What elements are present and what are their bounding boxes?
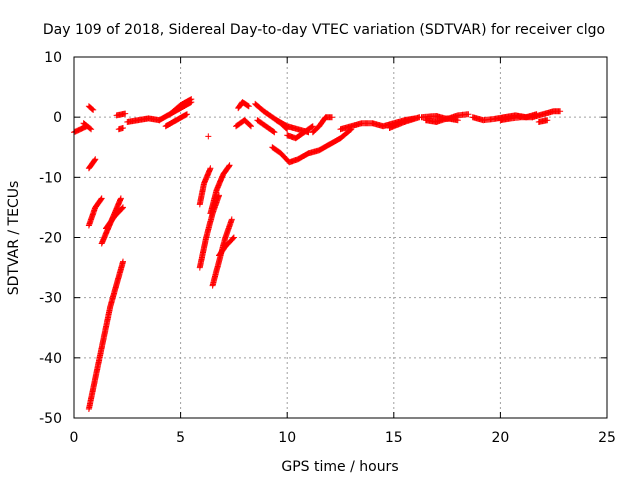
- data-point-trace: [85, 103, 97, 113]
- data-point-trace: [166, 99, 195, 118]
- data-point-trace: [80, 120, 95, 133]
- data-point-trace: [162, 111, 190, 130]
- data-point-trace: [85, 156, 99, 172]
- x-axis-label: GPS time / hours: [281, 459, 398, 475]
- data-points: [71, 96, 564, 412]
- y-tick-label: -40: [39, 351, 62, 367]
- x-tick-label: 15: [385, 430, 403, 446]
- grid: [74, 57, 607, 418]
- data-point-trace: [235, 99, 252, 112]
- data-point-trace: [124, 115, 163, 125]
- y-tick-label: -30: [39, 291, 62, 307]
- data-point-trace: [497, 114, 536, 124]
- data-point-trace: [269, 126, 355, 166]
- data-point-trace: [103, 204, 126, 232]
- data-point-trace: [529, 108, 564, 121]
- data-point-trace: [207, 162, 233, 217]
- x-tick-label: 20: [491, 430, 509, 446]
- data-point-trace: [233, 117, 254, 130]
- chart-title: Day 109 of 2018, Sidereal Day-to-day VTE…: [43, 22, 605, 38]
- data-point-trace: [309, 114, 335, 136]
- y-tick-label: -50: [39, 411, 62, 427]
- y-tick-label: 10: [44, 50, 62, 66]
- x-tick-label: 25: [598, 430, 616, 446]
- axes: 0 5 10 15 20 25 10 0 -10 -20 -30 -40 -50: [39, 50, 616, 446]
- data-point-trace: [535, 117, 551, 125]
- data-point-trace: [216, 234, 237, 259]
- data-point-trace: [205, 133, 212, 140]
- data-point-trace: [254, 117, 278, 136]
- data-point-trace: [115, 125, 126, 133]
- data-point-trace: [196, 165, 214, 208]
- y-tick-label: 0: [53, 110, 62, 126]
- data-point-trace: [85, 195, 105, 229]
- x-tick-label: 0: [70, 430, 79, 446]
- y-tick-label: -20: [39, 231, 62, 247]
- y-tick-label: -10: [39, 170, 62, 186]
- x-tick-label: 10: [278, 430, 296, 446]
- y-axis-label: SDTVAR / TECUs: [6, 181, 22, 296]
- data-point-trace: [284, 123, 316, 142]
- data-point-trace: [85, 258, 126, 412]
- data-point-trace: [422, 115, 461, 125]
- data-point-trace: [113, 110, 129, 119]
- x-tick-label: 5: [176, 430, 185, 446]
- data-point-trace: [386, 114, 423, 131]
